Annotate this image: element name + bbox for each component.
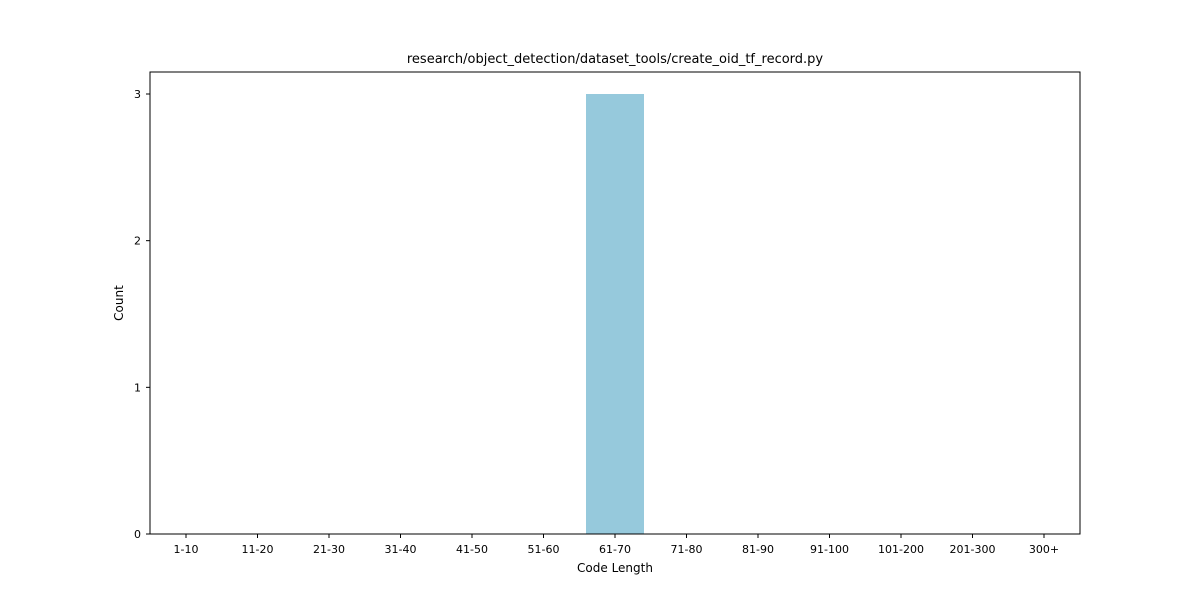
y-tick-label: 0	[134, 528, 141, 541]
x-tick-label: 201-300	[950, 543, 996, 556]
chart-title: research/object_detection/dataset_tools/…	[407, 52, 824, 67]
x-axis-label: Code Length	[577, 561, 653, 575]
y-tick-label: 1	[134, 381, 141, 394]
x-tick-label: 91-100	[810, 543, 849, 556]
y-tick-label: 2	[134, 235, 141, 248]
x-tick-label: 61-70	[599, 543, 631, 556]
x-tick-label: 41-50	[456, 543, 488, 556]
x-tick-label: 71-80	[671, 543, 703, 556]
x-tick-label: 300+	[1029, 543, 1059, 556]
x-axis-ticks: 1-10 11-20 21-30 31-40 41-50 51-60 61-70 71-80 8…	[174, 534, 1059, 556]
x-tick-label: 21-30	[313, 543, 345, 556]
x-tick-label: 31-40	[385, 543, 417, 556]
x-tick-label: 81-90	[742, 543, 774, 556]
x-tick-label: 101-200	[878, 543, 924, 556]
x-tick-label: 51-60	[528, 543, 560, 556]
bar-61-70	[586, 94, 644, 534]
y-tick-label: 3	[134, 88, 141, 101]
x-tick-label: 1-10	[174, 543, 199, 556]
y-axis-ticks: 0 1 2 3	[134, 88, 150, 541]
bars-group	[586, 94, 644, 534]
y-axis-label: Count	[112, 285, 126, 321]
x-tick-label: 11-20	[242, 543, 274, 556]
